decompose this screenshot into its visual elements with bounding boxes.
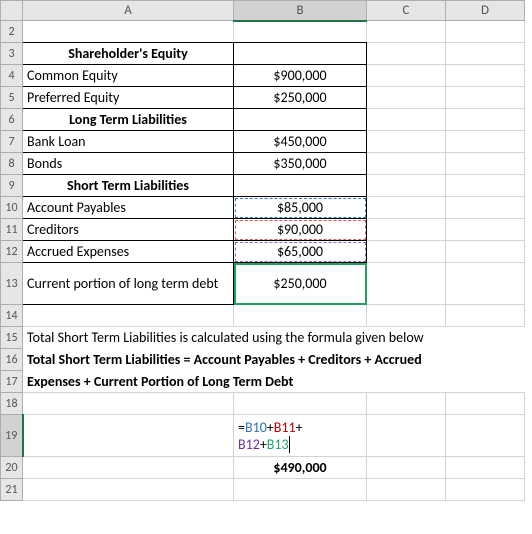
label-bank-loan[interactable]: Bank Loan <box>23 131 234 153</box>
spreadsheet[interactable]: A B C D 2 3 Shareholder's Equity 4 Commo… <box>0 0 525 501</box>
sect-ltl[interactable]: Long Term Liabilities <box>23 109 234 131</box>
note-15[interactable]: Total Short Term Liabilities is calculat… <box>23 327 525 349</box>
formula-eq: = <box>238 419 245 436</box>
cell-D2[interactable] <box>446 21 525 43</box>
column-header-row: A B C D <box>1 1 525 21</box>
val-preferred-equity[interactable]: $250,000 <box>234 87 367 109</box>
val-common-equity[interactable]: $900,000 <box>234 65 367 87</box>
col-header-C[interactable]: C <box>367 1 446 21</box>
val-bank-loan[interactable]: $450,000 <box>234 131 367 153</box>
cell-B9[interactable] <box>234 175 367 197</box>
val-ap[interactable]: $85,000 <box>234 197 367 219</box>
col-header-A[interactable]: A <box>23 1 234 21</box>
row-16[interactable]: 16 <box>1 349 23 371</box>
label-accrued[interactable]: Accrued Expenses <box>23 241 234 263</box>
row-15[interactable]: 15 <box>1 327 23 349</box>
cell-B2[interactable] <box>234 21 367 43</box>
label-cpltd[interactable]: Current portion of long term debt <box>23 263 234 305</box>
row-20[interactable]: 20 <box>1 457 23 479</box>
row-10[interactable]: 10 <box>1 197 23 219</box>
val-accrued[interactable]: $65,000 <box>234 241 367 263</box>
cell-B3[interactable] <box>234 43 367 65</box>
val-creditors[interactable]: $90,000 <box>234 219 367 241</box>
formula-cell[interactable]: =B10+B11+B12+B13 <box>234 415 367 457</box>
label-ap[interactable]: Account Payables <box>23 197 234 219</box>
row-12[interactable]: 12 <box>1 241 23 263</box>
label-common-equity[interactable]: Common Equity <box>23 65 234 87</box>
row-21[interactable]: 21 <box>1 479 23 501</box>
sect-shareholders[interactable]: Shareholder's Equity <box>23 43 234 65</box>
row-6[interactable]: 6 <box>1 109 23 131</box>
row-3[interactable]: 3 <box>1 43 23 65</box>
cell-A2[interactable] <box>23 21 234 43</box>
row-19[interactable]: 19 <box>1 415 23 457</box>
row-18[interactable]: 18 <box>1 393 23 415</box>
row-17[interactable]: 17 <box>1 371 23 393</box>
formula-b11: B11 <box>274 419 296 436</box>
formula-b13: B13 <box>267 436 289 453</box>
val-bonds[interactable]: $350,000 <box>234 153 367 175</box>
val-cpltd[interactable]: $250,000 <box>234 263 367 305</box>
cell-C2[interactable] <box>367 21 446 43</box>
col-header-B[interactable]: B <box>234 1 367 21</box>
formula-b12: B12 <box>238 436 260 453</box>
label-stl-formula[interactable]: Total Short Term Liabilities Formula <box>23 415 234 457</box>
label-preferred-equity[interactable]: Preferred Equity <box>23 87 234 109</box>
formula-b10: B10 <box>245 419 267 436</box>
row-4[interactable]: 4 <box>1 65 23 87</box>
row-2[interactable]: 2 <box>1 21 23 43</box>
row-9[interactable]: 9 <box>1 175 23 197</box>
sect-stl[interactable]: Short Term Liabilities <box>23 175 234 197</box>
note-17[interactable]: Expenses + Current Portion of Long Term … <box>23 371 525 393</box>
val-stl-total[interactable]: $490,000 <box>234 457 367 479</box>
formula-p3: + <box>260 436 267 453</box>
cell-B6[interactable] <box>234 109 367 131</box>
label-bonds[interactable]: Bonds <box>23 153 234 175</box>
row-13[interactable]: 13 <box>1 263 23 305</box>
row-8[interactable]: 8 <box>1 153 23 175</box>
row-11[interactable]: 11 <box>1 219 23 241</box>
text-cursor <box>289 436 290 453</box>
formula-p2: + <box>296 419 303 436</box>
row-14[interactable]: 14 <box>1 305 23 327</box>
label-creditors[interactable]: Creditors <box>23 219 234 241</box>
note-16[interactable]: Total Short Term Liabilities = Account P… <box>23 349 525 371</box>
row-7[interactable]: 7 <box>1 131 23 153</box>
label-stl-total[interactable]: Total Short Term Liabilities <box>23 457 234 479</box>
formula-p1: + <box>267 419 274 436</box>
row-5[interactable]: 5 <box>1 87 23 109</box>
corner-cell <box>1 1 23 21</box>
col-header-D[interactable]: D <box>446 1 525 21</box>
